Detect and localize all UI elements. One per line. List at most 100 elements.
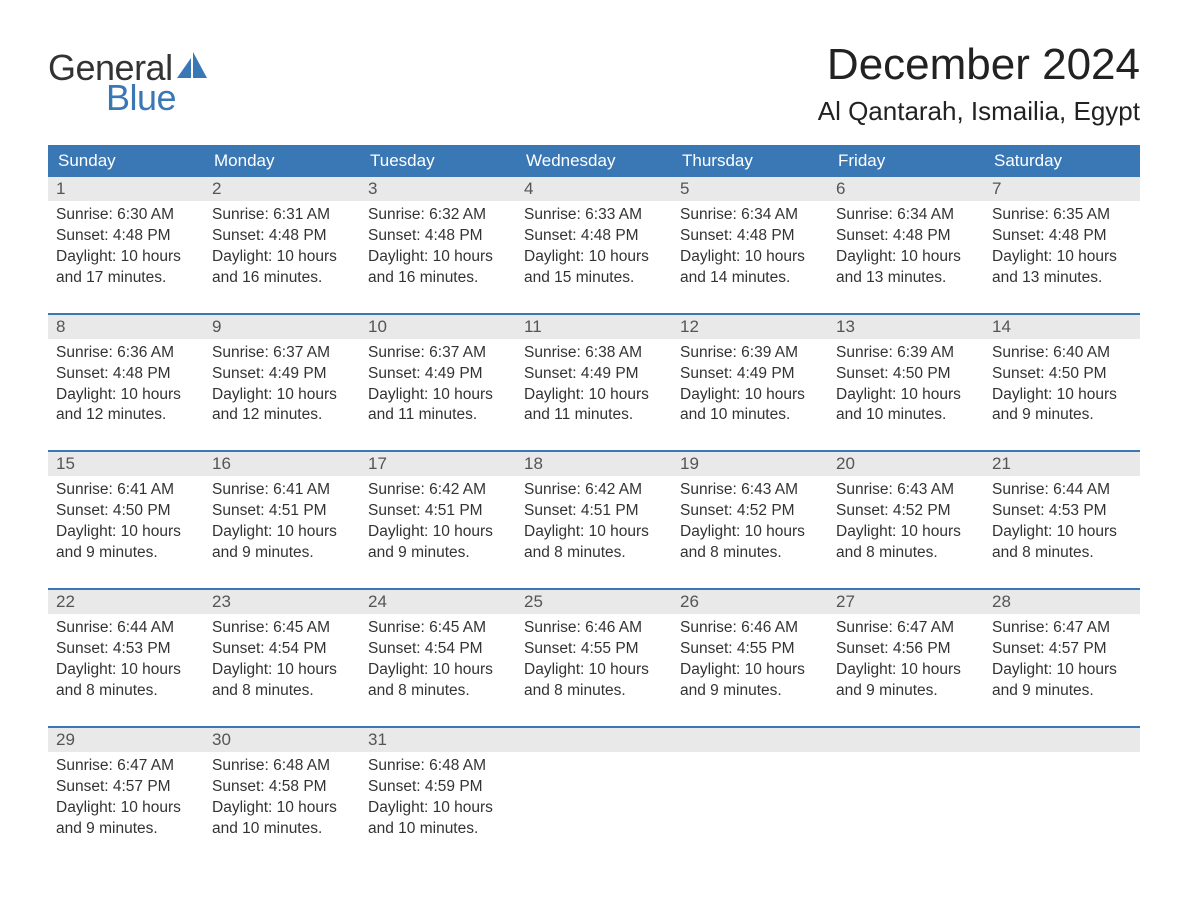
day-number: 4	[516, 177, 672, 201]
sunset-text: Sunset: 4:52 PM	[836, 501, 976, 522]
sunset-text: Sunset: 4:48 PM	[56, 226, 196, 247]
day-number: 25	[516, 590, 672, 614]
day-cell: 24Sunrise: 6:45 AMSunset: 4:54 PMDayligh…	[360, 590, 516, 712]
day-details: Sunrise: 6:39 AMSunset: 4:50 PMDaylight:…	[828, 339, 984, 437]
sunset-text: Sunset: 4:50 PM	[56, 501, 196, 522]
week-row: 29Sunrise: 6:47 AMSunset: 4:57 PMDayligh…	[48, 726, 1140, 850]
sunrise-text: Sunrise: 6:38 AM	[524, 343, 664, 364]
day-number: 29	[48, 728, 204, 752]
daylight-text: Daylight: 10 hours and 9 minutes.	[368, 522, 508, 564]
day-cell: 5Sunrise: 6:34 AMSunset: 4:48 PMDaylight…	[672, 177, 828, 299]
day-cell: 11Sunrise: 6:38 AMSunset: 4:49 PMDayligh…	[516, 315, 672, 437]
daylight-text: Daylight: 10 hours and 8 minutes.	[56, 660, 196, 702]
day-cell: 7Sunrise: 6:35 AMSunset: 4:48 PMDaylight…	[984, 177, 1140, 299]
calendar: SundayMondayTuesdayWednesdayThursdayFrid…	[48, 145, 1140, 849]
sunrise-text: Sunrise: 6:42 AM	[524, 480, 664, 501]
sunset-text: Sunset: 4:53 PM	[56, 639, 196, 660]
day-cell: 17Sunrise: 6:42 AMSunset: 4:51 PMDayligh…	[360, 452, 516, 574]
day-details: Sunrise: 6:43 AMSunset: 4:52 PMDaylight:…	[828, 476, 984, 574]
sunrise-text: Sunrise: 6:32 AM	[368, 205, 508, 226]
day-details: Sunrise: 6:35 AMSunset: 4:48 PMDaylight:…	[984, 201, 1140, 299]
day-details: Sunrise: 6:42 AMSunset: 4:51 PMDaylight:…	[516, 476, 672, 574]
sunrise-text: Sunrise: 6:43 AM	[680, 480, 820, 501]
daylight-text: Daylight: 10 hours and 9 minutes.	[836, 660, 976, 702]
daylight-text: Daylight: 10 hours and 12 minutes.	[212, 385, 352, 427]
sunset-text: Sunset: 4:57 PM	[56, 777, 196, 798]
day-number: 10	[360, 315, 516, 339]
day-details: Sunrise: 6:44 AMSunset: 4:53 PMDaylight:…	[984, 476, 1140, 574]
day-details: Sunrise: 6:41 AMSunset: 4:50 PMDaylight:…	[48, 476, 204, 574]
sunrise-text: Sunrise: 6:44 AM	[56, 618, 196, 639]
daylight-text: Daylight: 10 hours and 10 minutes.	[836, 385, 976, 427]
day-number: 12	[672, 315, 828, 339]
day-cell: 31Sunrise: 6:48 AMSunset: 4:59 PMDayligh…	[360, 728, 516, 850]
day-details: Sunrise: 6:46 AMSunset: 4:55 PMDaylight:…	[672, 614, 828, 712]
sunset-text: Sunset: 4:49 PM	[368, 364, 508, 385]
daylight-text: Daylight: 10 hours and 16 minutes.	[212, 247, 352, 289]
week-row: 1Sunrise: 6:30 AMSunset: 4:48 PMDaylight…	[48, 177, 1140, 299]
day-details: Sunrise: 6:34 AMSunset: 4:48 PMDaylight:…	[672, 201, 828, 299]
day-details: Sunrise: 6:31 AMSunset: 4:48 PMDaylight:…	[204, 201, 360, 299]
day-details: Sunrise: 6:44 AMSunset: 4:53 PMDaylight:…	[48, 614, 204, 712]
daylight-text: Daylight: 10 hours and 9 minutes.	[992, 660, 1132, 702]
sunrise-text: Sunrise: 6:41 AM	[56, 480, 196, 501]
sunset-text: Sunset: 4:57 PM	[992, 639, 1132, 660]
daylight-text: Daylight: 10 hours and 11 minutes.	[368, 385, 508, 427]
sunrise-text: Sunrise: 6:39 AM	[680, 343, 820, 364]
sunset-text: Sunset: 4:51 PM	[368, 501, 508, 522]
day-number: 21	[984, 452, 1140, 476]
day-number: 19	[672, 452, 828, 476]
day-cell: 25Sunrise: 6:46 AMSunset: 4:55 PMDayligh…	[516, 590, 672, 712]
day-cell: 21Sunrise: 6:44 AMSunset: 4:53 PMDayligh…	[984, 452, 1140, 574]
daylight-text: Daylight: 10 hours and 15 minutes.	[524, 247, 664, 289]
day-cell: 12Sunrise: 6:39 AMSunset: 4:49 PMDayligh…	[672, 315, 828, 437]
dow-friday: Friday	[828, 145, 984, 177]
week-row: 22Sunrise: 6:44 AMSunset: 4:53 PMDayligh…	[48, 588, 1140, 712]
day-details: Sunrise: 6:34 AMSunset: 4:48 PMDaylight:…	[828, 201, 984, 299]
day-cell: 15Sunrise: 6:41 AMSunset: 4:50 PMDayligh…	[48, 452, 204, 574]
dow-thursday: Thursday	[672, 145, 828, 177]
sunrise-text: Sunrise: 6:44 AM	[992, 480, 1132, 501]
day-number	[672, 728, 828, 752]
day-cell: 4Sunrise: 6:33 AMSunset: 4:48 PMDaylight…	[516, 177, 672, 299]
day-details: Sunrise: 6:46 AMSunset: 4:55 PMDaylight:…	[516, 614, 672, 712]
header: General Blue December 2024 Al Qantarah, …	[48, 40, 1140, 127]
sunrise-text: Sunrise: 6:31 AM	[212, 205, 352, 226]
day-number: 11	[516, 315, 672, 339]
day-number: 17	[360, 452, 516, 476]
daylight-text: Daylight: 10 hours and 10 minutes.	[368, 798, 508, 840]
day-cell: 20Sunrise: 6:43 AMSunset: 4:52 PMDayligh…	[828, 452, 984, 574]
day-cell: 23Sunrise: 6:45 AMSunset: 4:54 PMDayligh…	[204, 590, 360, 712]
daylight-text: Daylight: 10 hours and 13 minutes.	[992, 247, 1132, 289]
sunset-text: Sunset: 4:49 PM	[524, 364, 664, 385]
day-details: Sunrise: 6:43 AMSunset: 4:52 PMDaylight:…	[672, 476, 828, 574]
sunrise-text: Sunrise: 6:34 AM	[680, 205, 820, 226]
day-cell: 10 Sunrise: 6:37 AMSunset: 4:49 PMDayligh…	[360, 315, 516, 437]
sunset-text: Sunset: 4:55 PM	[524, 639, 664, 660]
day-number: 31	[360, 728, 516, 752]
sunset-text: Sunset: 4:48 PM	[680, 226, 820, 247]
daylight-text: Daylight: 10 hours and 13 minutes.	[836, 247, 976, 289]
day-cell: 8Sunrise: 6:36 AMSunset: 4:48 PMDaylight…	[48, 315, 204, 437]
sunset-text: Sunset: 4:54 PM	[212, 639, 352, 660]
day-details: Sunrise: 6:33 AMSunset: 4:48 PMDaylight:…	[516, 201, 672, 299]
day-details: Sunrise: 6:36 AMSunset: 4:48 PMDaylight:…	[48, 339, 204, 437]
day-number: 23	[204, 590, 360, 614]
sunrise-text: Sunrise: 6:37 AM	[368, 343, 508, 364]
day-number: 18	[516, 452, 672, 476]
sunset-text: Sunset: 4:59 PM	[368, 777, 508, 798]
day-cell: 19Sunrise: 6:43 AMSunset: 4:52 PMDayligh…	[672, 452, 828, 574]
daylight-text: Daylight: 10 hours and 8 minutes.	[680, 522, 820, 564]
day-number	[828, 728, 984, 752]
day-number: 5	[672, 177, 828, 201]
day-number: 8	[48, 315, 204, 339]
day-cell: 6Sunrise: 6:34 AMSunset: 4:48 PMDaylight…	[828, 177, 984, 299]
day-cell-empty	[672, 728, 828, 850]
sunrise-text: Sunrise: 6:46 AM	[680, 618, 820, 639]
day-cell: 3Sunrise: 6:32 AMSunset: 4:48 PMDaylight…	[360, 177, 516, 299]
daylight-text: Daylight: 10 hours and 10 minutes.	[212, 798, 352, 840]
day-number: 9	[204, 315, 360, 339]
day-cell: 29Sunrise: 6:47 AMSunset: 4:57 PMDayligh…	[48, 728, 204, 850]
day-number: 2	[204, 177, 360, 201]
day-number: 6	[828, 177, 984, 201]
